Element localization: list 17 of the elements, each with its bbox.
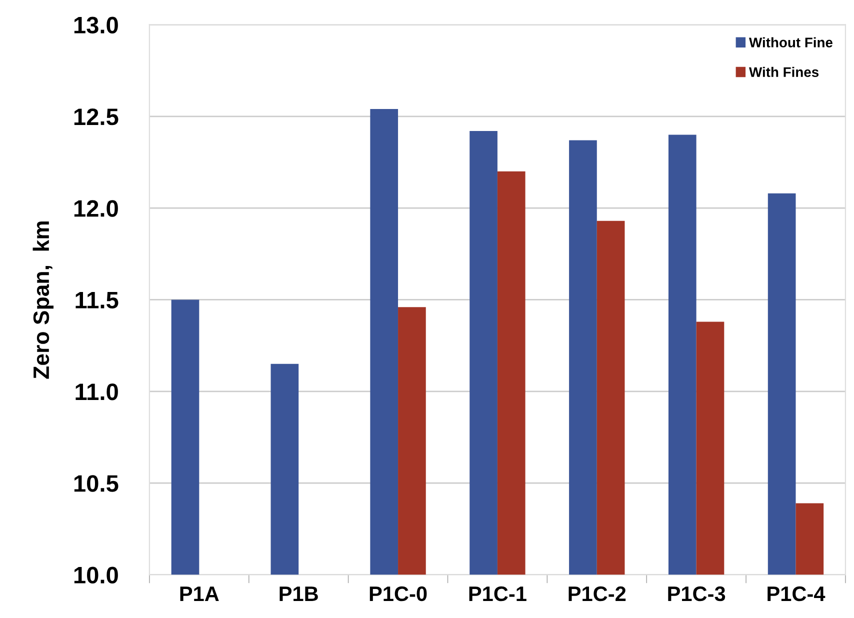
- y-tick-label: 11.5: [76, 292, 118, 309]
- legend-label: With Fines: [749, 66, 819, 78]
- x-tick-label: P1B: [280, 586, 318, 601]
- y-tick-label: 12.0: [74, 200, 118, 217]
- x-tick-label: P1C-1: [469, 586, 526, 602]
- y-axis-title: Zero Span, km: [32, 221, 54, 379]
- x-tick-label: P1C-3: [668, 586, 726, 602]
- y-tick-label: 12.5: [74, 108, 118, 126]
- x-tick-label: P1C-0: [370, 586, 427, 602]
- y-tick-label: 13.0: [74, 16, 118, 34]
- y-tick-label: 10.5: [74, 475, 118, 492]
- y-tick-label: 10.0: [74, 566, 118, 584]
- y-tick-label: 11.0: [76, 383, 118, 400]
- x-tick-label: P1C-4: [768, 586, 826, 602]
- x-tick-label: P1C-2: [568, 586, 626, 602]
- legend-label: Without Fine: [749, 37, 832, 48]
- x-tick-label: P1A: [180, 586, 219, 601]
